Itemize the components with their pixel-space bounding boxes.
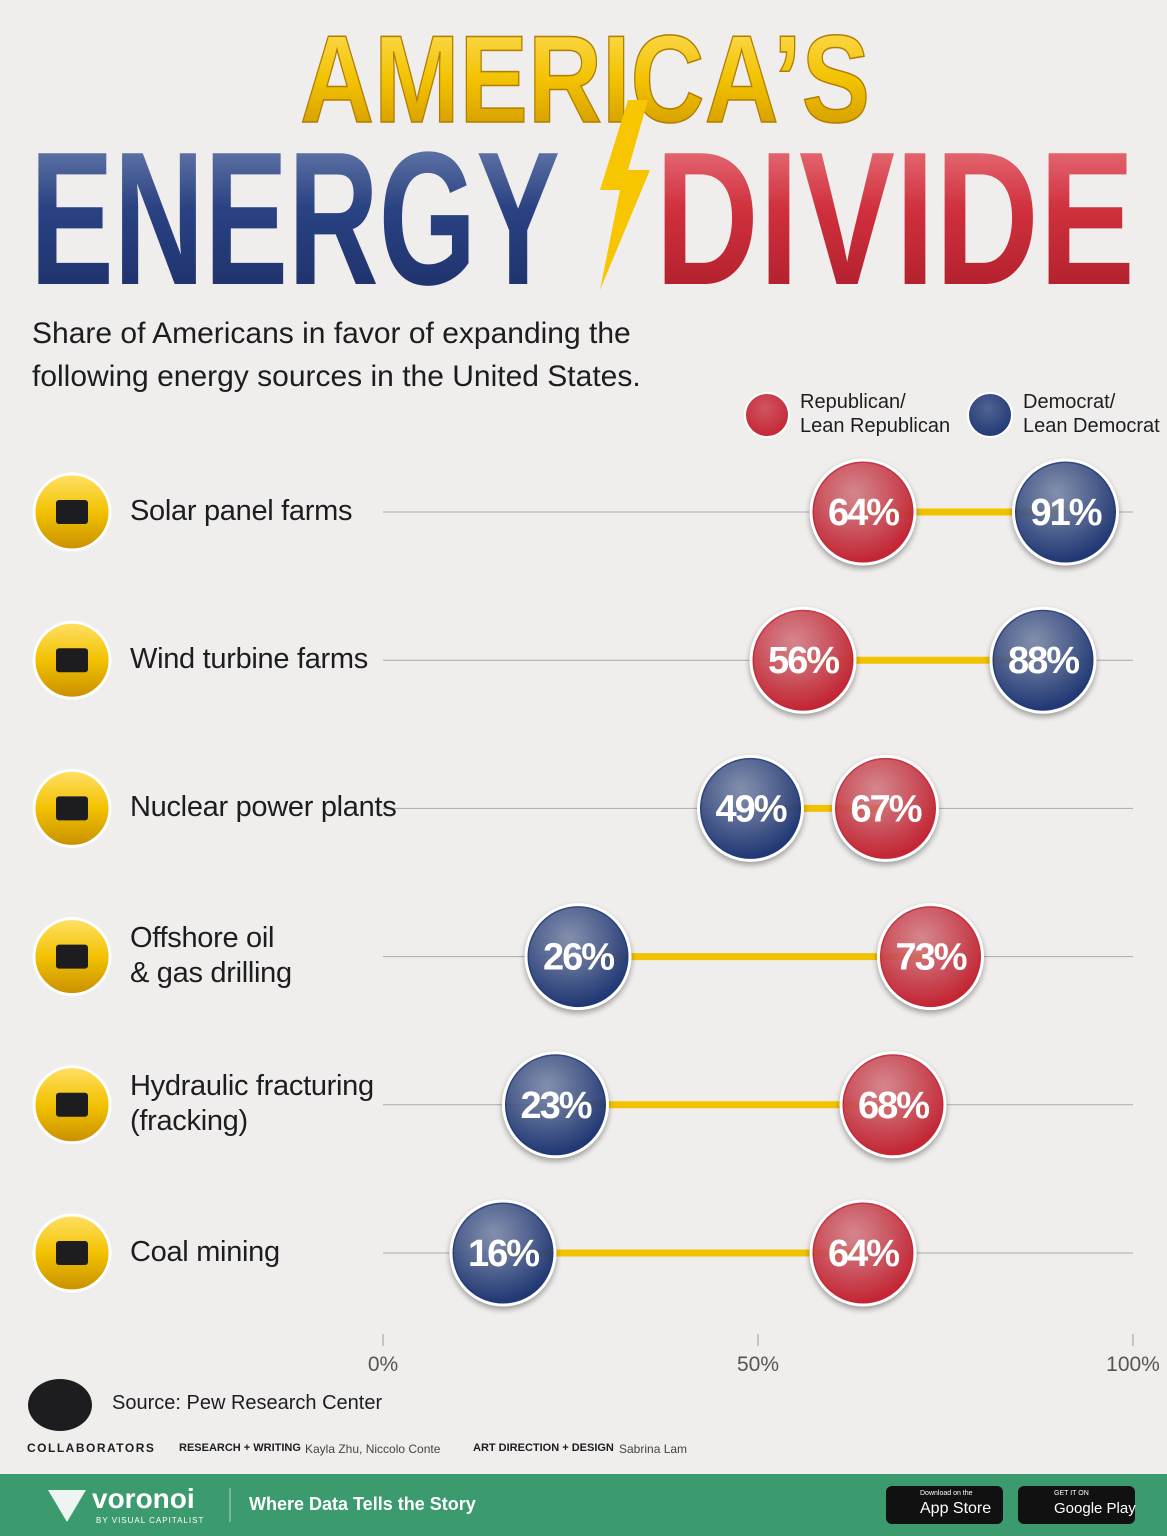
value-label: 67% <box>850 788 921 830</box>
category-label: Offshore oil & gas drilling <box>130 921 292 989</box>
design-names: Sabrina Lam <box>619 1442 688 1456</box>
x-tick-label: 0% <box>367 1353 399 1376</box>
dot-shine <box>1016 463 1115 561</box>
dot-shine <box>814 1204 912 1302</box>
value-label: 73% <box>895 937 966 979</box>
category-label: Wind turbine farms <box>130 642 368 675</box>
value-label: 64% <box>828 1233 899 1275</box>
legend-label: Democrat/ Lean Democrat <box>1023 391 1160 437</box>
value-label: 56% <box>768 640 839 682</box>
dot-shine <box>506 1055 605 1154</box>
app-store-badge[interactable] <box>886 1486 1003 1524</box>
brand: voronoi <box>92 1483 195 1514</box>
research-label: RESEARCH + WRITING <box>179 1442 301 1454</box>
research-names: Kayla Zhu, Niccolo Conte <box>305 1442 441 1456</box>
dot-shine <box>754 611 852 710</box>
category-label: Nuclear power plants <box>130 790 397 823</box>
app-store-small: Download on the <box>920 1490 973 1497</box>
collaborators-logo <box>28 1379 92 1431</box>
legend-marker <box>744 392 790 438</box>
value-label: 26% <box>543 937 614 979</box>
dot-shine <box>529 907 627 1006</box>
title-left: ENERGY <box>30 113 560 325</box>
category-label: Hydraulic fracturing (fracking) <box>130 1069 374 1137</box>
dot-shine <box>454 1204 552 1302</box>
value-label: 16% <box>468 1233 539 1275</box>
category-icon-glyph <box>56 944 88 969</box>
subtitle: Share of Americans in favor of expanding… <box>32 317 641 393</box>
brand-sub: BY VISUAL CAPITALIST <box>96 1516 205 1525</box>
value-label: 64% <box>828 492 899 534</box>
design-label: ART DIRECTION + DESIGN <box>473 1442 614 1454</box>
google-small: GET IT ON <box>1054 1490 1089 1497</box>
category-icon-glyph <box>56 648 88 673</box>
value-label: 23% <box>520 1085 591 1127</box>
value-label: 91% <box>1030 492 1101 534</box>
category-label: Coal mining <box>130 1235 280 1268</box>
dot-shine <box>814 463 912 561</box>
source: Source: Pew Research Center <box>112 1392 383 1414</box>
dot-shine <box>844 1055 942 1154</box>
x-tick-label: 50% <box>736 1353 780 1376</box>
dot-shine <box>881 907 980 1006</box>
lightning-icon <box>600 100 650 290</box>
category-icon-glyph <box>56 1092 88 1117</box>
category-label: Solar panel farms <box>130 494 353 527</box>
value-label: 49% <box>715 788 786 830</box>
legend-label: Republican/ Lean Republican <box>800 391 951 437</box>
legend-marker <box>967 392 1013 438</box>
dot-shine <box>994 611 1092 710</box>
value-label: 88% <box>1008 640 1079 682</box>
dot-shine <box>836 759 935 858</box>
google-play-badge[interactable] <box>1018 1486 1135 1524</box>
category-icon-glyph <box>56 1241 88 1265</box>
category-icon-glyph <box>56 796 88 821</box>
google-label: Google Play <box>1054 1500 1136 1517</box>
value-label: 68% <box>858 1085 929 1127</box>
title-right: DIVIDE <box>655 113 1135 325</box>
collaborators-label: COLLABORATORS <box>27 1441 156 1455</box>
tagline: Where Data Tells the Story <box>249 1494 476 1514</box>
category-icon-glyph <box>56 500 88 524</box>
app-store-label: App Store <box>920 1500 992 1517</box>
brand-logo <box>48 1490 86 1522</box>
dot-shine <box>701 759 800 858</box>
x-tick-label: 100% <box>1106 1353 1160 1376</box>
title-top: AMERICA’S <box>300 11 870 149</box>
